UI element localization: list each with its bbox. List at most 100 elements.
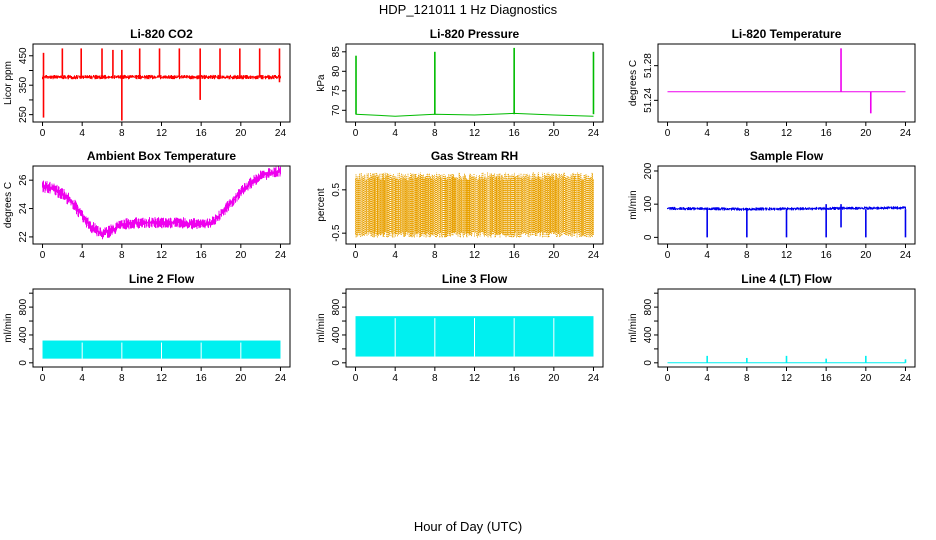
series-group <box>42 340 281 359</box>
series-band <box>42 74 281 80</box>
x-tick-label: 12 <box>156 373 168 384</box>
y-tick-label: 400 <box>643 326 654 343</box>
y-axis-label: ml/min <box>3 313 14 342</box>
series-line <box>355 112 594 117</box>
y-tick-label: 450 <box>18 47 29 64</box>
x-tick-label: 4 <box>392 128 398 139</box>
plot-frame <box>657 43 916 123</box>
x-tick-label: 12 <box>781 250 793 261</box>
y-axis-label: percent <box>316 188 327 222</box>
y-tick-label: 0.5 <box>331 182 342 196</box>
panel-title: Gas Stream RH <box>431 149 518 163</box>
x-tick-label: 24 <box>588 128 600 139</box>
panel-title: Line 2 Flow <box>129 272 195 286</box>
panel-title: Line 4 (LT) Flow <box>741 272 832 286</box>
x-tick-label: 0 <box>40 373 46 384</box>
panel-title: Li-820 Pressure <box>430 27 520 41</box>
y-tick-label: 400 <box>331 326 342 343</box>
y-tick-label: 0 <box>643 234 654 240</box>
x-tick-label: 12 <box>469 250 481 261</box>
y-axis-label: ml/min <box>628 190 639 219</box>
series-group <box>355 47 595 117</box>
panel-title: Li-820 CO2 <box>130 27 193 41</box>
plot-frame <box>32 165 291 245</box>
x-tick-label: 12 <box>156 128 168 139</box>
panel-title: Ambient Box Temperature <box>87 149 236 163</box>
plot-frame <box>345 43 604 123</box>
y-axis-label: kPa <box>316 74 327 92</box>
y-axis-label: ml/min <box>316 313 327 342</box>
x-tick-label: 20 <box>860 128 872 139</box>
panel-4: Ambient Box Temperature degrees C 0 4 8 12 16 2… <box>3 149 291 261</box>
x-tick-label: 12 <box>781 373 793 384</box>
x-tick-label: 8 <box>432 250 438 261</box>
x-tick-label: 0 <box>353 373 359 384</box>
figure-title: HDP_121011 1 Hz Diagnostics <box>379 2 558 17</box>
panel-title: Line 3 Flow <box>442 272 508 286</box>
y-tick-label: 80 <box>331 65 342 77</box>
x-tick-label: 0 <box>40 128 46 139</box>
x-tick-label: 20 <box>235 373 247 384</box>
x-tick-label: 8 <box>119 250 125 261</box>
x-tick-label: 8 <box>744 373 750 384</box>
x-tick-label: 12 <box>469 373 481 384</box>
series-group <box>355 316 594 357</box>
y-tick-label: 51.28 <box>643 53 654 78</box>
x-tick-label: 24 <box>900 250 912 261</box>
series-group <box>42 166 281 240</box>
x-tick-label: 8 <box>432 128 438 139</box>
x-tick-label: 0 <box>665 128 671 139</box>
y-tick-label: 85 <box>331 46 342 58</box>
x-tick-label: 24 <box>900 373 912 384</box>
panel-title: Sample Flow <box>750 149 824 163</box>
x-tick-label: 16 <box>509 373 521 384</box>
x-tick-label: 0 <box>353 128 359 139</box>
panel-7: Line 2 Flow ml/min 0 4 8 12 16 20 24 0 400 800 <box>3 272 291 384</box>
x-tick-label: 16 <box>196 250 208 261</box>
x-tick-label: 0 <box>665 250 671 261</box>
x-tick-label: 24 <box>588 373 600 384</box>
x-tick-label: 4 <box>79 373 85 384</box>
x-tick-label: 24 <box>588 250 600 261</box>
x-tick-label: 16 <box>509 250 521 261</box>
x-tick-label: 4 <box>392 373 398 384</box>
y-axis-label: degrees C <box>628 60 639 106</box>
y-tick-label: 51.24 <box>643 87 654 112</box>
y-tick-label: 70 <box>331 104 342 116</box>
y-axis-label: degrees C <box>3 182 14 228</box>
panel-9: Line 4 (LT) Flow ml/min 0 4 8 12 16 20 24 0 400 800 <box>628 272 916 384</box>
x-tick-label: 20 <box>860 373 872 384</box>
x-tick-label: 0 <box>665 373 671 384</box>
y-tick-label: 0 <box>643 360 654 366</box>
x-tick-label: 20 <box>548 128 560 139</box>
x-tick-label: 12 <box>156 250 168 261</box>
x-tick-label: 4 <box>79 250 85 261</box>
panel-3: Li-820 Temperature degrees C 0 4 8 12 16 20 24 51… <box>628 27 916 139</box>
series-noise <box>355 172 594 238</box>
series-band <box>42 166 281 240</box>
panel-title: Li-820 Temperature <box>732 27 842 41</box>
y-tick-label: 100 <box>643 195 654 212</box>
panel-1: Li-820 CO2 Licor ppm 0 4 8 12 16 20 24 250 350 450 <box>3 27 291 139</box>
x-tick-label: 4 <box>392 250 398 261</box>
y-tick-label: 350 <box>18 76 29 93</box>
panels-group: Li-820 CO2 Licor ppm 0 4 8 12 16 20 24 250 350 450 L… <box>3 27 916 384</box>
y-tick-label: 250 <box>18 106 29 123</box>
x-tick-label: 8 <box>432 373 438 384</box>
x-tick-label: 24 <box>275 128 287 139</box>
series-group <box>355 172 594 238</box>
y-tick-label: 200 <box>643 162 654 179</box>
panel-8: Line 3 Flow ml/min 0 4 8 12 16 20 24 0 400 800 <box>316 272 604 384</box>
x-tick-label: 16 <box>196 128 208 139</box>
x-tick-label: 20 <box>235 128 247 139</box>
y-tick-label: 0 <box>331 360 342 366</box>
x-tick-label: 16 <box>821 373 833 384</box>
x-tick-label: 8 <box>744 128 750 139</box>
x-tick-label: 20 <box>548 373 560 384</box>
series-group <box>42 48 281 121</box>
plot-frame <box>657 288 916 368</box>
panel-2: Li-820 Pressure kPa 0 4 8 12 16 20 24 70 75 80 85 <box>316 27 604 139</box>
x-tick-label: 12 <box>469 128 481 139</box>
y-axis-label: Licor ppm <box>3 61 14 105</box>
